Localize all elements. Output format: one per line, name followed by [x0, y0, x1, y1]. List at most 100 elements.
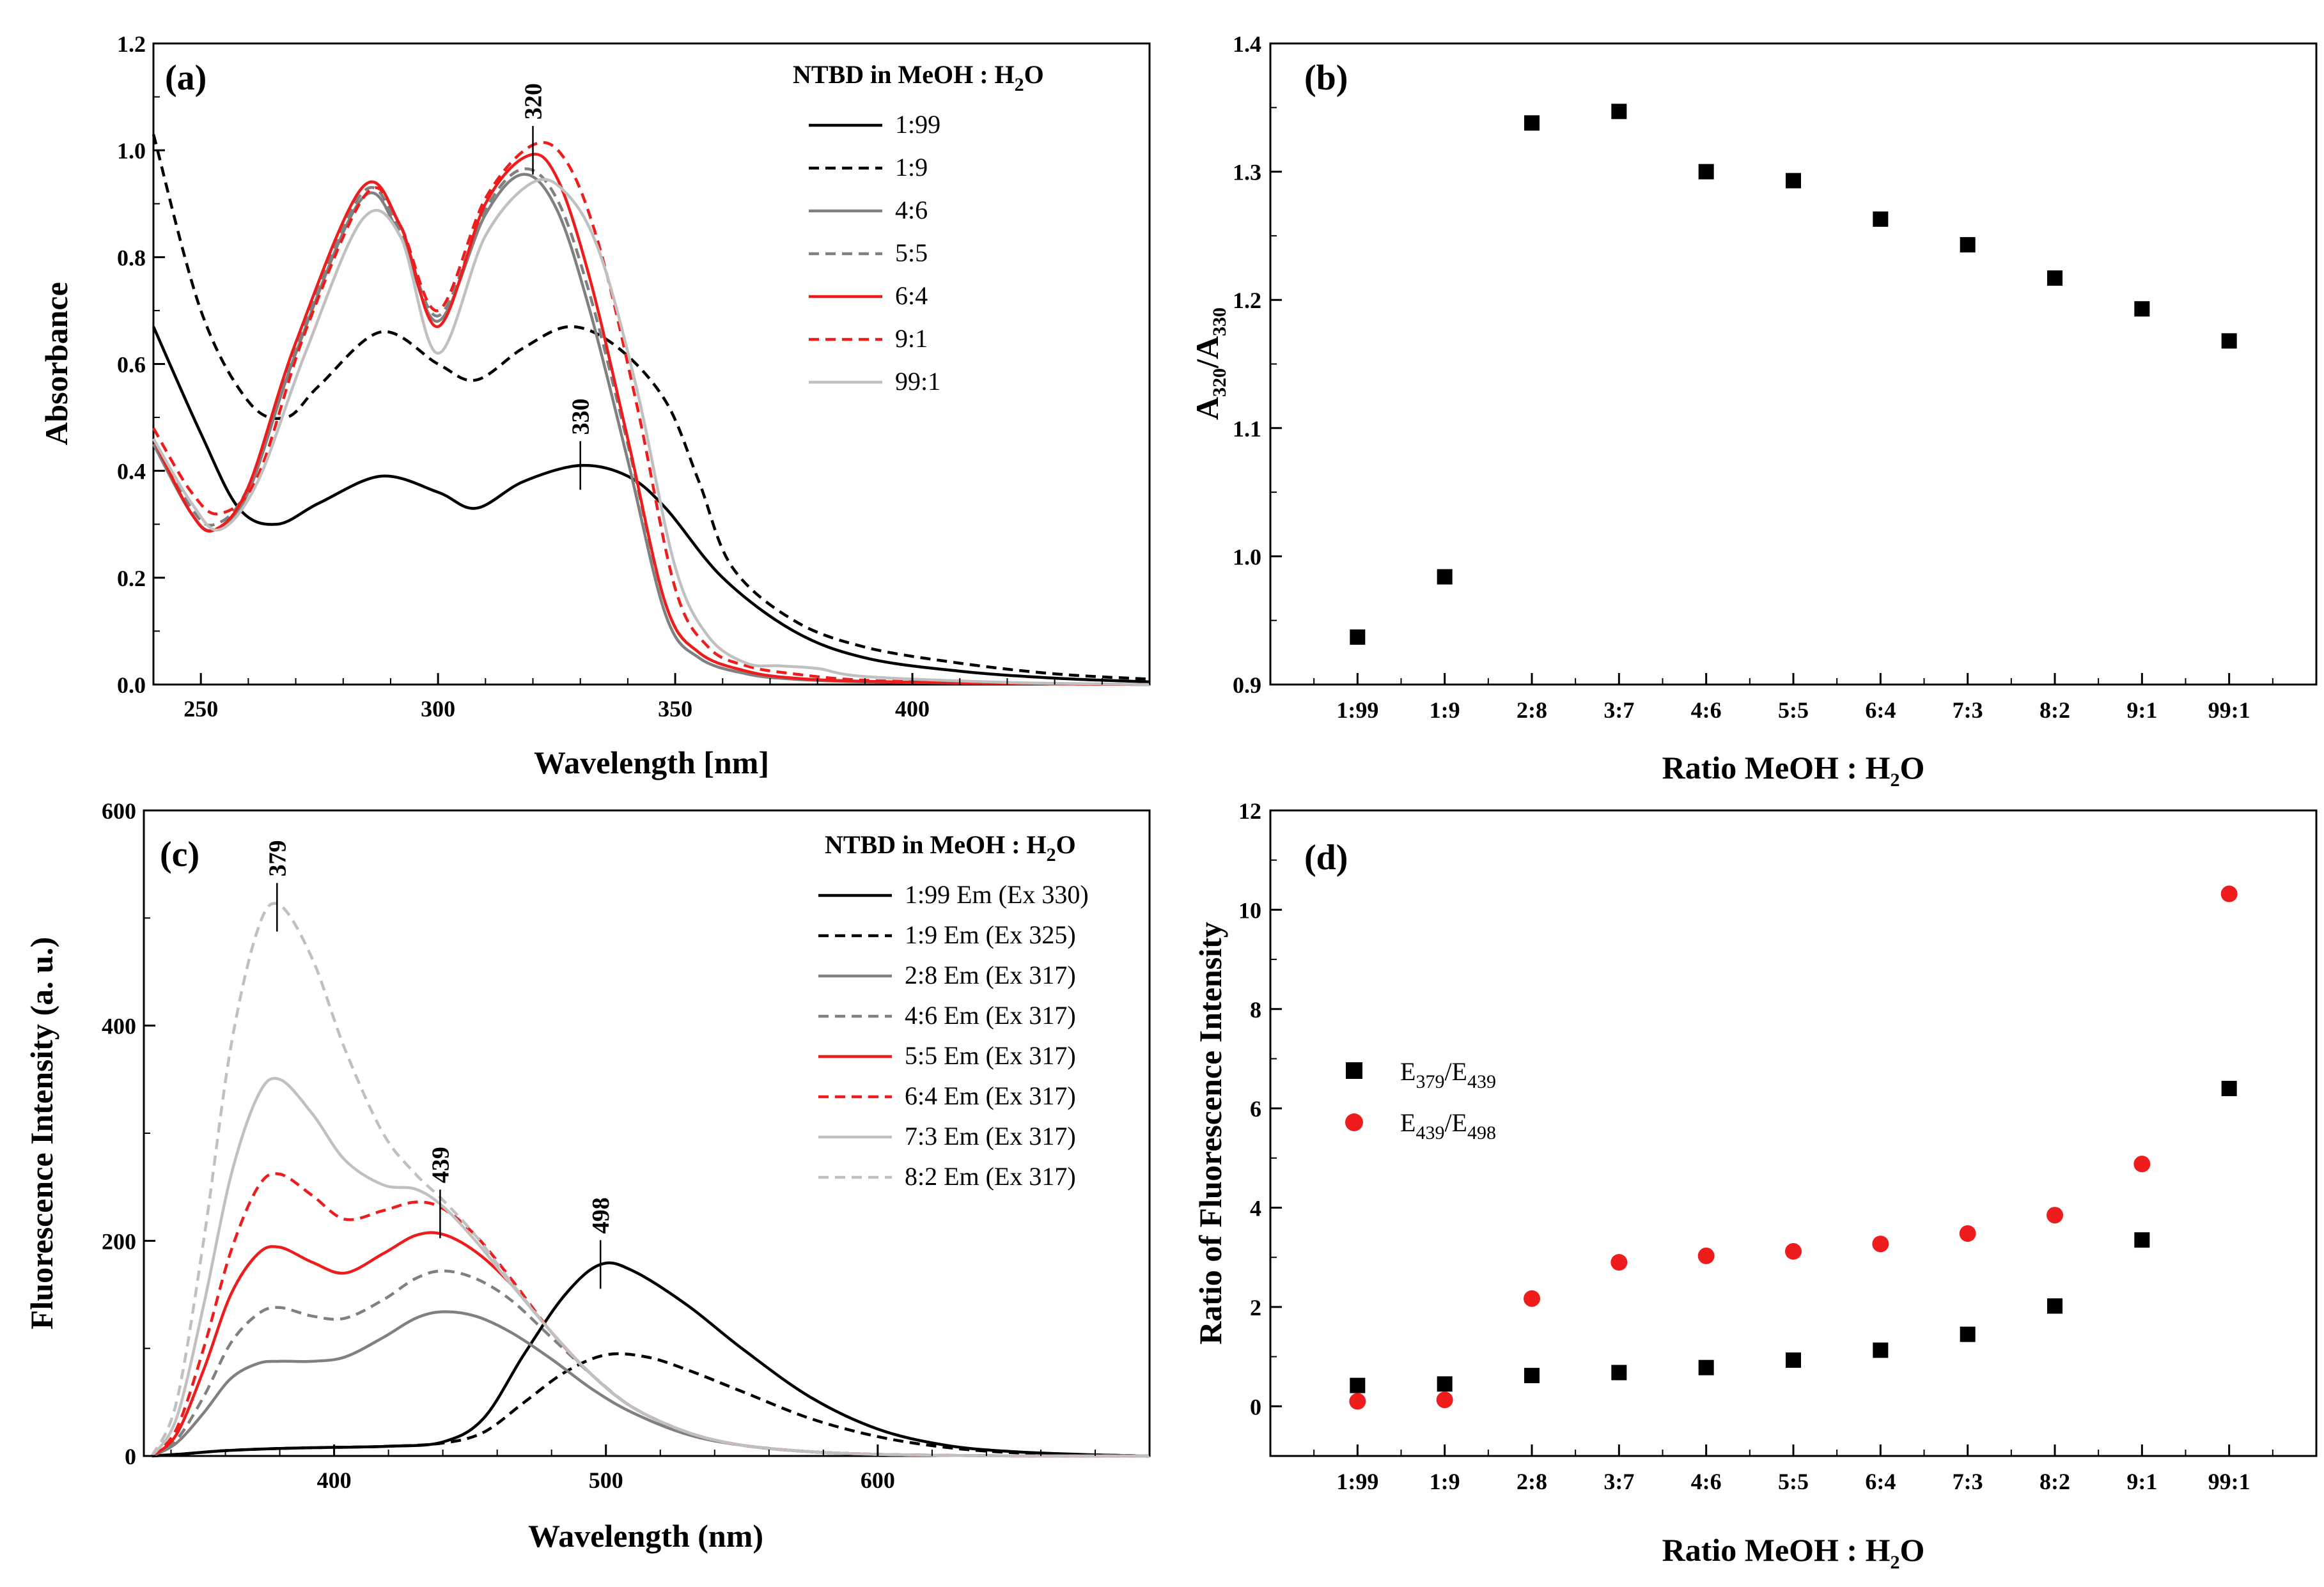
data-point-square — [1611, 104, 1627, 120]
legend-label: 1:9 Em (Ex 325) — [905, 920, 1076, 949]
x-tick-label: 99:1 — [2208, 697, 2250, 723]
peak-label: 379 — [264, 840, 291, 877]
x-tick-label: 350 — [658, 696, 692, 722]
legend-label-e439-e498: E439/E498 — [1400, 1108, 1496, 1143]
x-tick-label: 8:2 — [2039, 1469, 2070, 1494]
x-tick-label: 9:1 — [2126, 697, 2157, 723]
data-point-square — [1350, 1377, 1366, 1393]
panel-c-annotations: 379 439 498 — [264, 840, 614, 1289]
x-tick-label: 250 — [183, 696, 218, 722]
data-point-square — [2047, 270, 2063, 286]
legend-label: 1:99 Em (Ex 330) — [905, 880, 1089, 909]
panel-a-series — [152, 134, 1150, 686]
x-tick-label: 1:99 — [1336, 1469, 1378, 1494]
x-tick-label: 4:6 — [1691, 1469, 1722, 1494]
series-line-1-99 — [152, 1261, 1150, 1458]
panel-c-ylabel: Fluorescence Intensity (a. u.) — [24, 937, 59, 1329]
data-point-circle — [2220, 885, 2238, 902]
y-tick-label: 200 — [102, 1228, 136, 1254]
y-tick-label: 0.4 — [117, 459, 146, 484]
panel-b-ylabel: A320/A330 — [1189, 307, 1230, 420]
panel-b-xlabel: Ratio MeOH : H2O — [1662, 750, 1925, 791]
series-line-1-99 — [152, 326, 1150, 684]
legend-marker-circle — [1345, 1113, 1363, 1131]
series-line-5-5 — [152, 167, 1150, 686]
data-point-circle — [2133, 1156, 2151, 1173]
panel-a-letter: (a) — [165, 58, 207, 98]
peak-label: 320 — [520, 83, 547, 120]
panel-c-legend-title: NTBD in MeOH : H2O — [825, 830, 1076, 865]
panel-a-absorbance: 250 300 350 400 0.0 0.2 0.4 0.6 0.8 1.0 1.2 (a) Wa… — [38, 31, 1151, 780]
y-tick-label: 2 — [1250, 1295, 1261, 1320]
legend-label: 8:2 Em (Ex 317) — [905, 1162, 1076, 1191]
data-point-square — [2134, 301, 2150, 317]
y-tick-label: 0.9 — [1233, 672, 1261, 698]
x-tick-label: 1:9 — [1430, 697, 1460, 723]
legend-marker-square — [1346, 1062, 1362, 1079]
series-line-6-4 — [151, 1172, 1150, 1458]
panel-d-ticks: 1:99 1:9 2:8 3:7 4:6 5:5 6:4 7:3 8:2 9:1 99:1 0 2 4 6 8… — [1238, 798, 2273, 1494]
data-point-square — [2221, 333, 2237, 349]
y-tick-label: 1.2 — [1233, 288, 1261, 313]
data-point-circle — [1349, 1393, 1366, 1410]
panel-a-xlabel: Wavelength [nm] — [534, 745, 769, 780]
series-line-4-6 — [151, 1269, 1150, 1458]
data-point-circle — [1959, 1225, 1976, 1242]
panel-a-legend-title: NTBD in MeOH : H2O — [793, 60, 1044, 95]
legend-label: 99:1 — [895, 367, 940, 396]
x-tick-label: 9:1 — [2126, 1469, 2157, 1494]
y-tick-label: 0.8 — [117, 245, 146, 270]
legend-label: 2:8 Em (Ex 317) — [905, 961, 1076, 989]
panel-c-ticks: 400 500 600 0 200 400 600 — [102, 798, 1150, 1493]
y-tick-label: 8 — [1250, 997, 1261, 1023]
legend-label: 4:6 — [895, 196, 928, 224]
x-tick-label: 6:4 — [1865, 1469, 1896, 1494]
y-tick-label: 1.0 — [117, 138, 146, 164]
y-tick-label: 0 — [1250, 1394, 1261, 1420]
x-tick-label: 5:5 — [1778, 697, 1809, 723]
y-tick-label: 400 — [102, 1014, 136, 1039]
panel-c-letter: (c) — [160, 835, 199, 874]
x-tick-label: 3:7 — [1603, 1469, 1634, 1494]
panel-d-xlabel: Ratio MeOH : H2O — [1662, 1532, 1925, 1573]
peak-label: 330 — [568, 398, 595, 435]
y-tick-label: 1.0 — [1233, 544, 1261, 569]
data-point-circle — [1610, 1254, 1628, 1271]
x-tick-label: 99:1 — [2208, 1469, 2250, 1494]
data-point-square — [1524, 1368, 1540, 1384]
legend-label: 5:5 Em (Ex 317) — [905, 1041, 1076, 1070]
x-tick-label: 600 — [861, 1467, 895, 1493]
data-point-square — [1873, 1342, 1889, 1358]
data-point-square — [1611, 1365, 1627, 1381]
panel-b-absorbance-ratio: 1:99 1:9 2:8 3:7 4:6 5:5 6:4 7:3 8:2 9:1 99:1 0.9 1.… — [1189, 31, 2318, 791]
x-tick-label: 4:6 — [1691, 697, 1722, 723]
y-tick-label: 12 — [1238, 798, 1261, 824]
data-point-circle — [1697, 1247, 1715, 1264]
data-point-square — [1698, 1359, 1714, 1375]
series-line-2-8 — [151, 1310, 1150, 1458]
y-tick-label: 1.2 — [117, 31, 146, 57]
data-point-square — [2134, 1232, 2150, 1248]
y-tick-label: 0.6 — [117, 352, 146, 378]
data-point-square — [1786, 1352, 1801, 1368]
data-point-square — [1437, 1376, 1453, 1392]
y-tick-label: 10 — [1238, 897, 1261, 923]
data-point-square — [2221, 1081, 2237, 1097]
legend-label: 1:99 — [895, 110, 940, 139]
data-point-square — [1960, 1326, 1976, 1342]
series-line-4-6 — [152, 173, 1150, 686]
x-tick-label: 7:3 — [1953, 697, 1983, 723]
x-tick-label: 1:99 — [1336, 697, 1378, 723]
data-point-square — [2047, 1298, 2063, 1314]
x-tick-label: 1:9 — [1430, 1469, 1460, 1494]
legend-label: 6:4 Em (Ex 317) — [905, 1081, 1076, 1110]
x-tick-label: 500 — [589, 1467, 623, 1493]
y-tick-label: 0 — [125, 1444, 136, 1469]
x-tick-label: 2:8 — [1517, 1469, 1547, 1494]
panel-d-legend: E379/E439 E439/E498 — [1345, 1057, 1496, 1143]
legend-label: 6:4 — [895, 281, 928, 310]
x-tick-label: 300 — [421, 696, 455, 722]
data-point-square — [1437, 569, 1453, 585]
y-tick-label: 6 — [1250, 1096, 1261, 1122]
data-point-circle — [1872, 1235, 1889, 1253]
